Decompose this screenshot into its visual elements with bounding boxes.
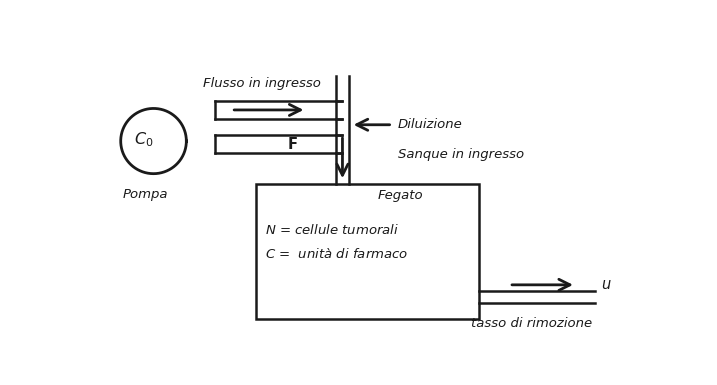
Text: $\mathbf{F}$: $\mathbf{F}$ (287, 136, 298, 152)
Text: tasso di rimozione: tasso di rimozione (471, 317, 592, 330)
Text: $C$ =  unità di farmaco: $C$ = unità di farmaco (265, 247, 408, 261)
Text: Pompa: Pompa (123, 188, 168, 201)
Text: Sanque in ingresso: Sanque in ingresso (398, 148, 524, 161)
Text: Fegato: Fegato (378, 189, 424, 203)
Bar (257, 184, 479, 319)
Text: $u$: $u$ (601, 277, 612, 292)
Text: Diluizione: Diluizione (398, 118, 462, 131)
Text: Flusso in ingresso: Flusso in ingresso (203, 77, 320, 90)
Text: $N$ = cellule tumorali: $N$ = cellule tumorali (265, 223, 399, 237)
Text: $\mathit{C}_0$: $\mathit{C}_0$ (134, 130, 154, 149)
